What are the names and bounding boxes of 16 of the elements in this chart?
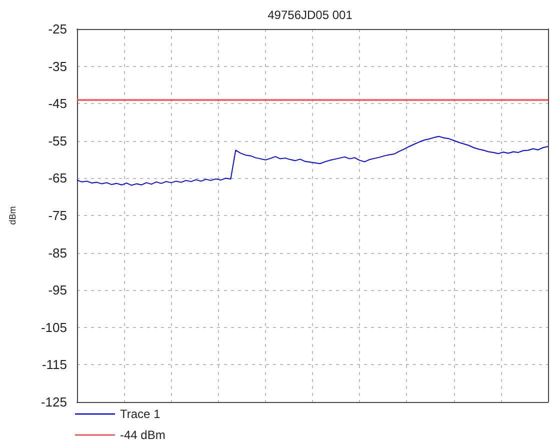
y-tick-label: -95 xyxy=(48,282,67,298)
y-tick-label: -125 xyxy=(40,394,67,410)
y-tick-label: -115 xyxy=(42,357,67,372)
line-series xyxy=(76,136,548,186)
legend-label: Trace 1 xyxy=(120,407,161,421)
y-tick-label: -45 xyxy=(48,96,67,112)
y-tick-label: -85 xyxy=(48,245,67,260)
y-axis-title: dBm xyxy=(8,206,18,225)
y-tick-label: -35 xyxy=(48,58,67,74)
y-tick-label: -25 xyxy=(48,22,67,36)
y-tick-label: -65 xyxy=(48,170,67,186)
chart-title: 49756JD05 001 xyxy=(268,8,353,22)
y-tick-label: -105 xyxy=(40,320,67,335)
y-tick-label: -55 xyxy=(48,133,67,148)
legend-label: -44 dBm xyxy=(120,428,166,442)
y-tick-label: -75 xyxy=(48,208,67,223)
